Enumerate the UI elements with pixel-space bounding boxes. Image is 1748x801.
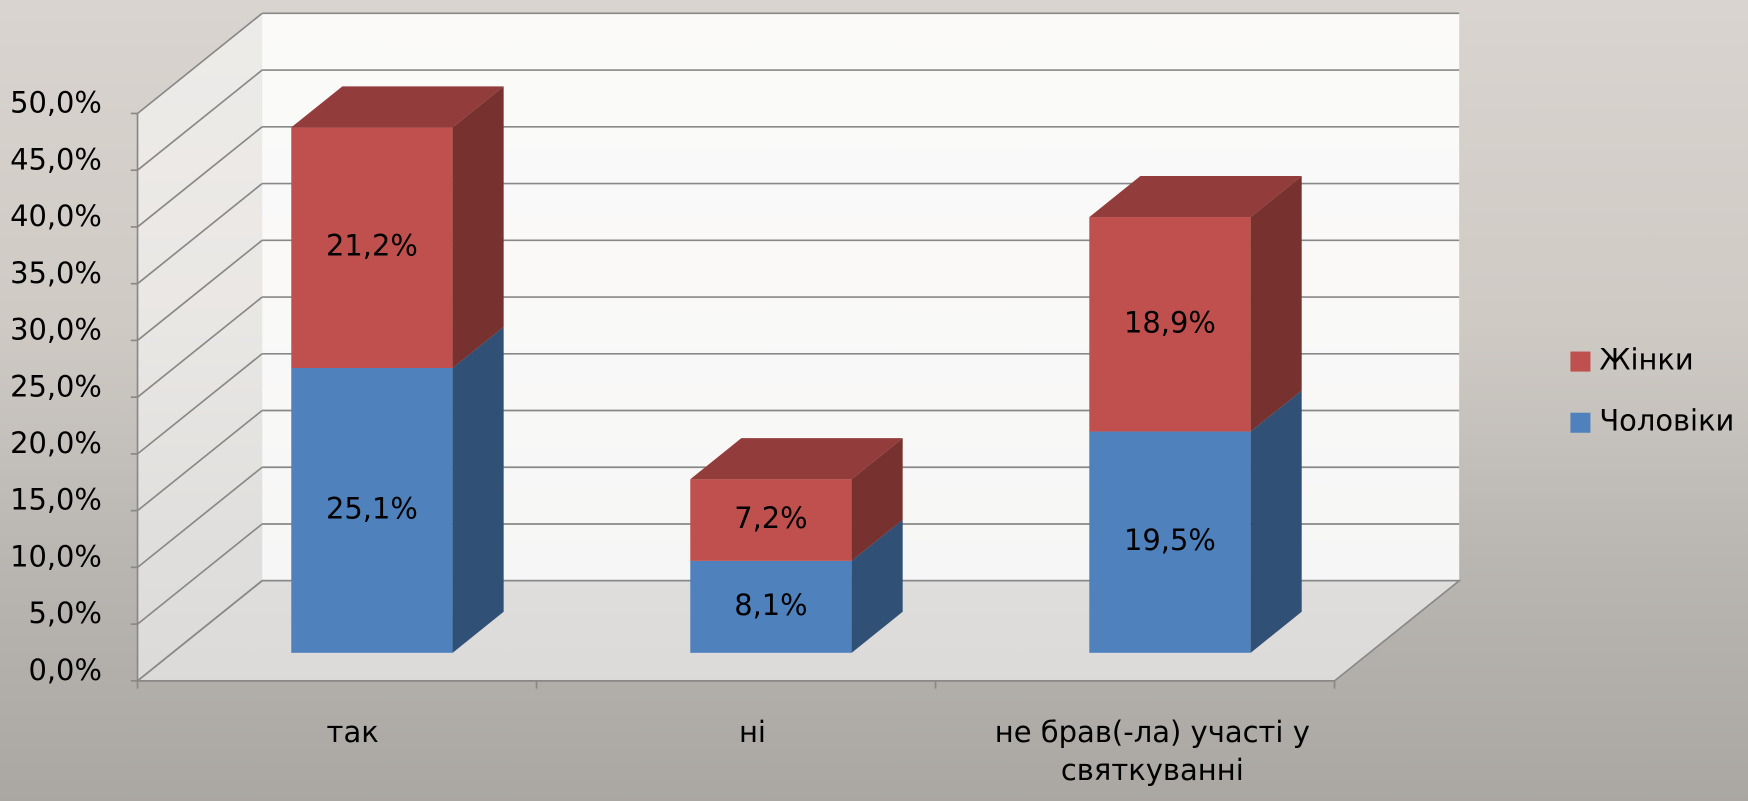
x-tick-label: так <box>173 713 533 751</box>
bar <box>690 438 902 561</box>
bar-side <box>1251 176 1302 432</box>
y-tick-label: 30,0% <box>10 313 102 347</box>
legend-swatch <box>1570 413 1590 433</box>
y-tick-label: 50,0% <box>10 86 102 120</box>
y-tick-label: 15,0% <box>10 483 102 517</box>
bar <box>291 86 503 368</box>
value-label: 7,2% <box>734 501 807 535</box>
y-tick-label: 45,0% <box>10 142 102 176</box>
bar <box>1089 176 1301 432</box>
y-tick-label: 35,0% <box>10 256 102 290</box>
value-label: 18,9% <box>1124 305 1216 339</box>
y-tick-label: 20,0% <box>10 426 102 460</box>
legend-label: Жінки <box>1599 343 1693 377</box>
value-label: 8,1% <box>734 588 807 622</box>
value-label: 25,1% <box>326 491 418 525</box>
chart: 0,0% 5,0% 10,0% 15,0% 20,0% 25,0% 30,0% 35,0% 40… <box>0 0 1748 801</box>
page: {"chart_data": {"type": "bar3d-stacked",… <box>0 0 1748 801</box>
y-tick-label: 25,0% <box>10 369 102 403</box>
legend-label: Чоловіки <box>1599 404 1734 438</box>
legend-swatch <box>1570 352 1590 372</box>
bar-side <box>1251 390 1302 652</box>
y-tick-label: 40,0% <box>10 199 102 233</box>
x-tick-label: не брав(-ла) участі у святкуванні <box>972 713 1332 789</box>
bar-side <box>453 327 504 653</box>
value-label: 19,5% <box>1124 523 1216 557</box>
y-tick-label: 0,0% <box>28 653 101 687</box>
x-tick-label: ні <box>572 713 932 751</box>
y-tick-label: 10,0% <box>10 539 102 573</box>
y-tick-label: 5,0% <box>28 596 101 630</box>
value-label: 21,2% <box>326 229 418 263</box>
bar-side <box>453 86 504 368</box>
bar <box>291 327 503 653</box>
